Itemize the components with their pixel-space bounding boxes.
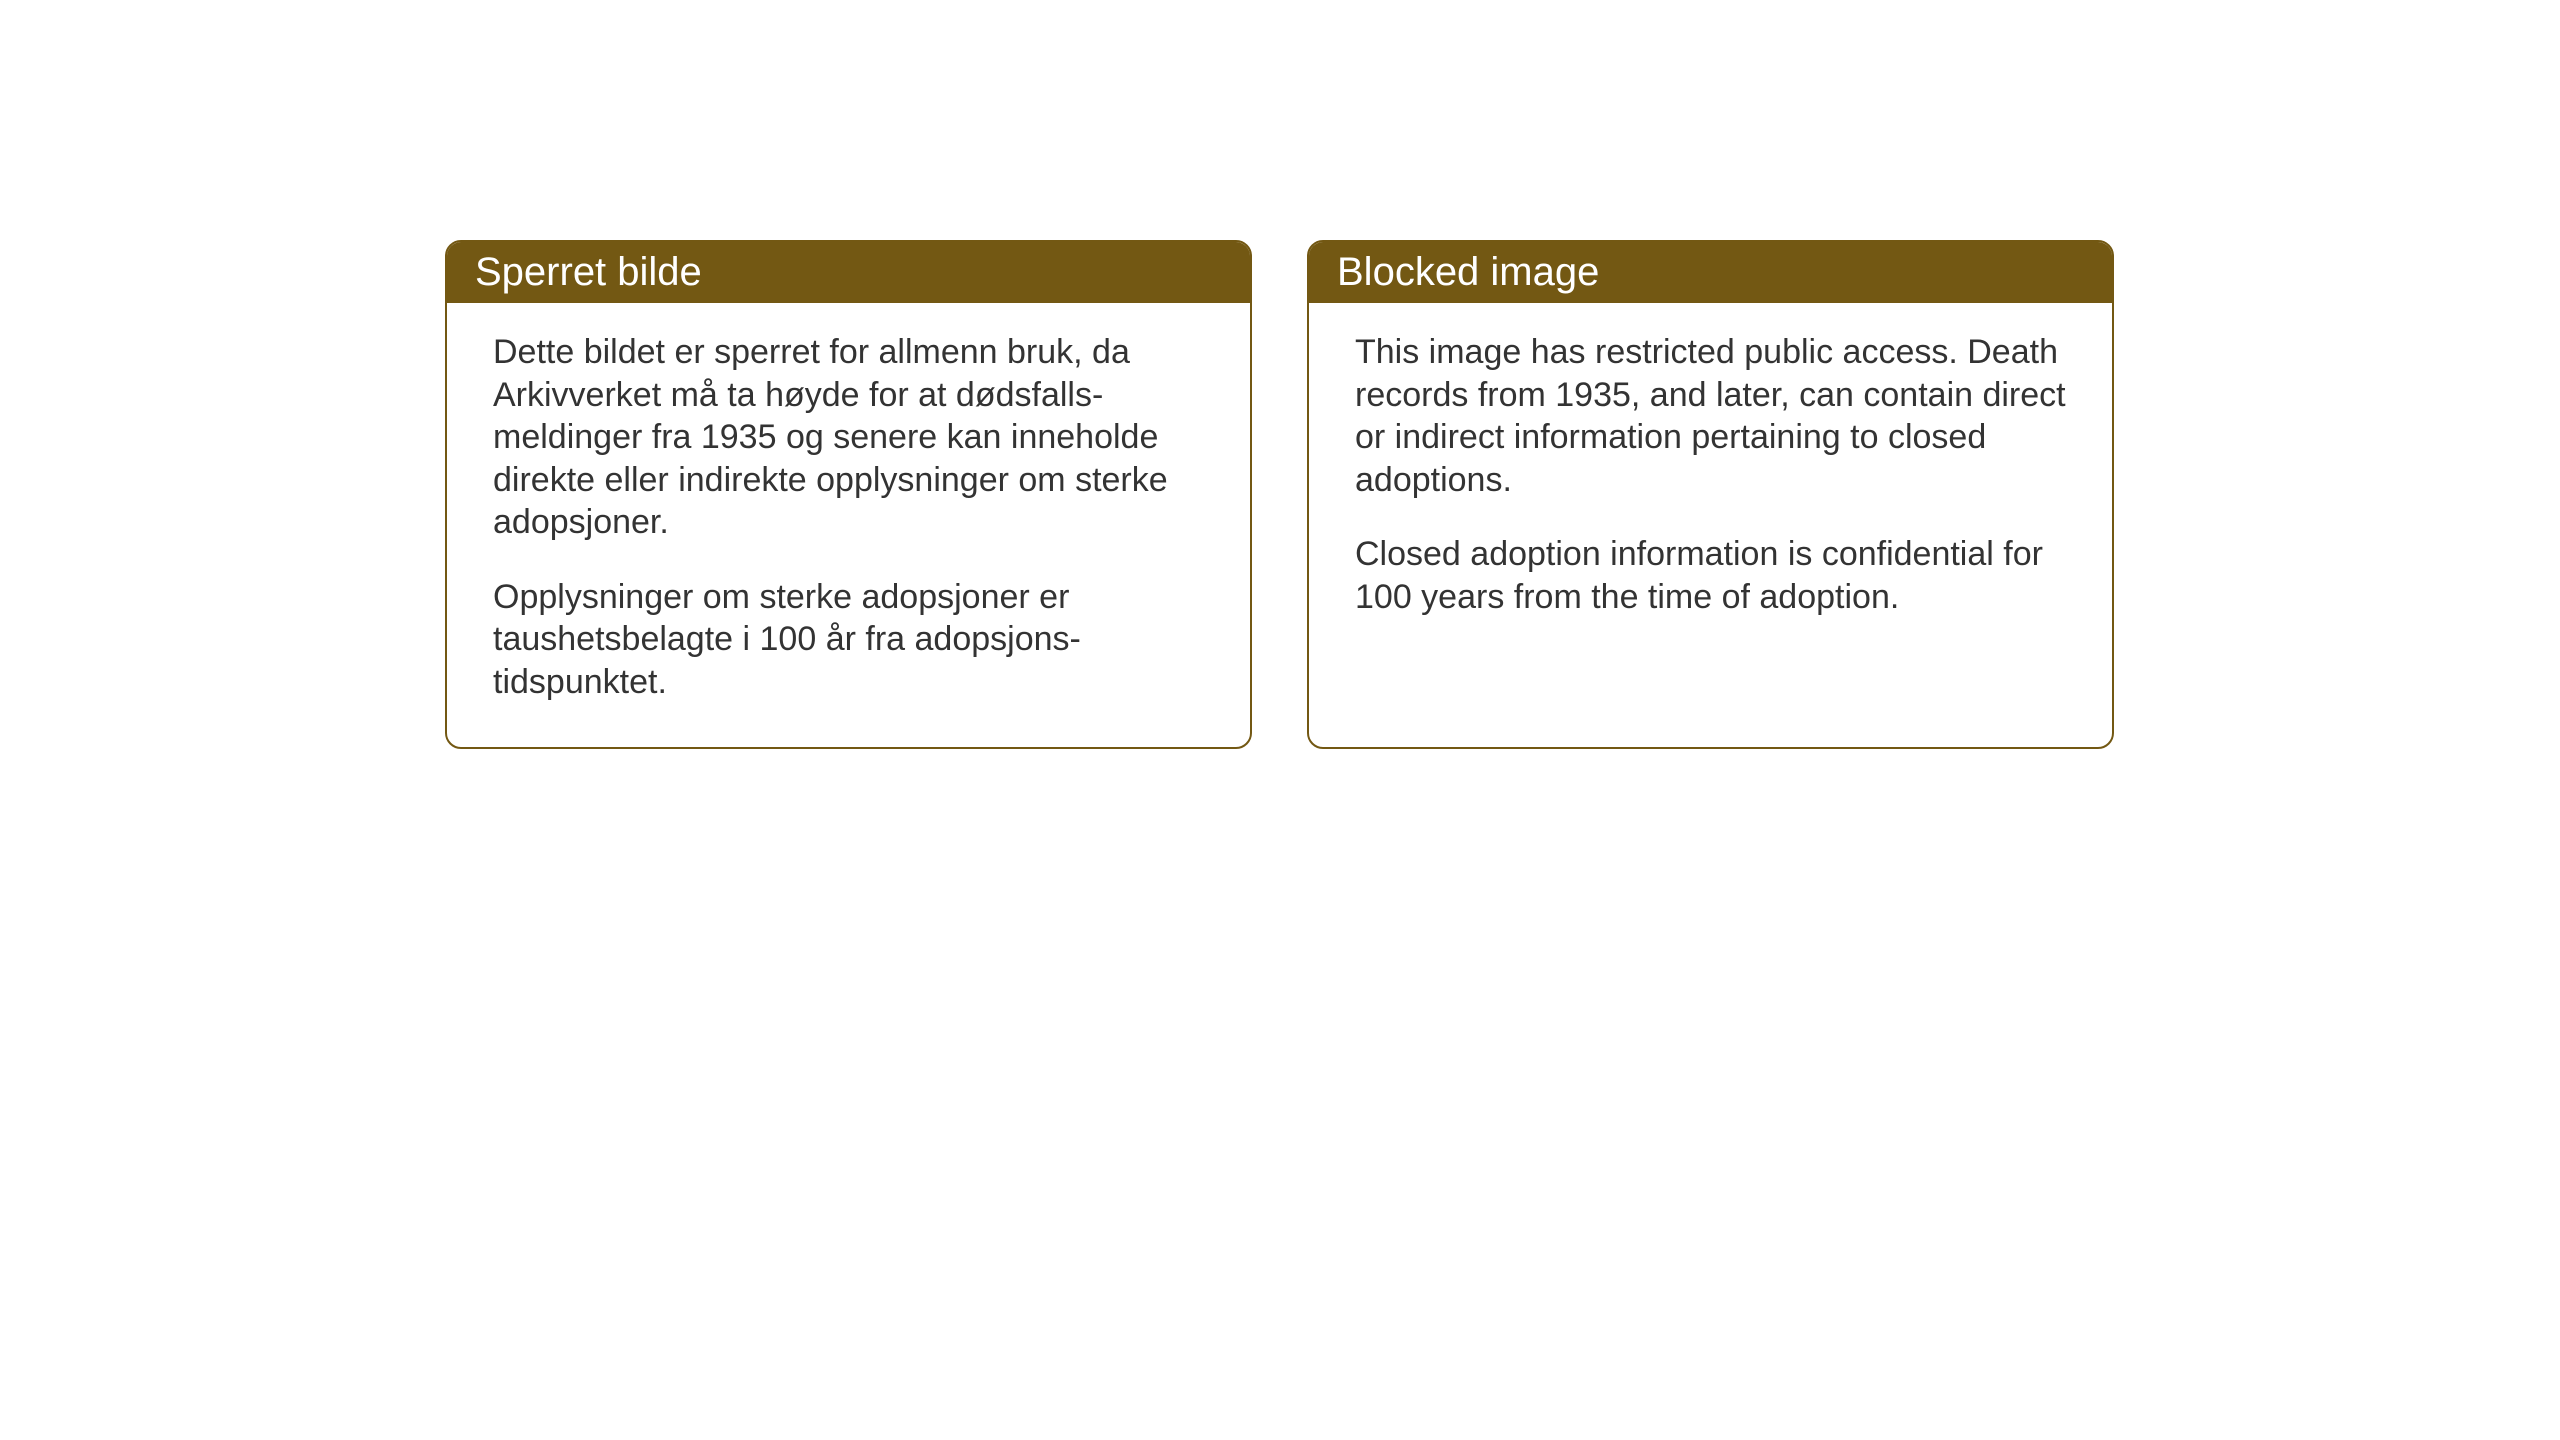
notice-card-english: Blocked image This image has restricted … xyxy=(1307,240,2114,749)
card-paragraph-2-english: Closed adoption information is confident… xyxy=(1355,533,2066,618)
notice-container: Sperret bilde Dette bildet er sperret fo… xyxy=(445,240,2114,749)
card-paragraph-1-english: This image has restricted public access.… xyxy=(1355,331,2066,501)
card-title-english: Blocked image xyxy=(1337,250,1599,294)
card-body-norwegian: Dette bildet er sperret for allmenn bruk… xyxy=(447,303,1250,747)
card-paragraph-1-norwegian: Dette bildet er sperret for allmenn bruk… xyxy=(493,331,1204,544)
card-paragraph-2-norwegian: Opplysninger om sterke adopsjoner er tau… xyxy=(493,576,1204,704)
notice-card-norwegian: Sperret bilde Dette bildet er sperret fo… xyxy=(445,240,1252,749)
card-header-norwegian: Sperret bilde xyxy=(447,242,1250,303)
card-title-norwegian: Sperret bilde xyxy=(475,250,702,294)
card-header-english: Blocked image xyxy=(1309,242,2112,303)
card-body-english: This image has restricted public access.… xyxy=(1309,303,2112,662)
